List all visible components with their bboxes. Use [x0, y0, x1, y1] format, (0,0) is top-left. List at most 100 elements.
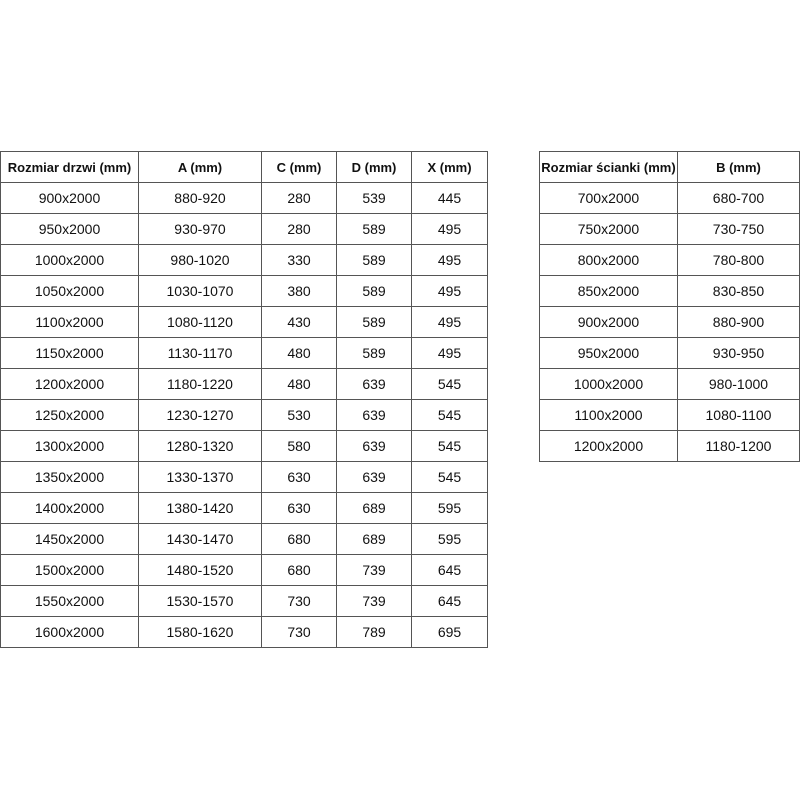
table-cell: 1300x2000: [0, 430, 139, 462]
table-cell: 639: [336, 461, 412, 493]
table-cell: 589: [336, 244, 412, 276]
table-cell: 589: [336, 213, 412, 245]
table-cell: 645: [411, 554, 488, 586]
table-row: 1600x2000 1580-1620 730 789 695: [0, 616, 488, 648]
table-cell: 1100x2000: [539, 399, 678, 431]
table-cell: 639: [336, 430, 412, 462]
table-cell: 695: [411, 616, 488, 648]
table-row: 1550x2000 1530-1570 730 739 645: [0, 585, 488, 617]
table-row: 700x2000 680-700: [539, 182, 800, 214]
table-cell: 830-850: [676, 275, 800, 307]
table-cell: 930-950: [676, 337, 800, 369]
table-cell: 880-900: [676, 306, 800, 338]
table-row: 1350x2000 1330-1370 630 639 545: [0, 461, 488, 493]
table-row: 1400x2000 1380-1420 630 689 595: [0, 492, 488, 524]
table-cell: 595: [411, 523, 488, 555]
table-cell: 1350x2000: [0, 461, 139, 493]
table-cell: 750x2000: [539, 213, 678, 245]
column-header: X (mm): [411, 151, 488, 183]
table-cell: 639: [336, 368, 412, 400]
table-cell: 545: [411, 430, 488, 462]
table-cell: 700x2000: [539, 182, 678, 214]
wall-size-table: Rozmiar ścianki (mm) B (mm) 700x2000 680-7…: [539, 151, 800, 462]
column-header: Rozmiar drzwi (mm): [0, 151, 139, 183]
table-cell: 330: [261, 244, 337, 276]
table-row: 1150x2000 1130-1170 480 589 495: [0, 337, 488, 369]
table-cell: 1430-1470: [138, 523, 262, 555]
table-cell: 880-920: [138, 182, 262, 214]
table-cell: 1130-1170: [138, 337, 262, 369]
table-cell: 850x2000: [539, 275, 678, 307]
table-cell: 480: [261, 368, 337, 400]
table-cell: 280: [261, 213, 337, 245]
table-cell: 689: [336, 523, 412, 555]
table-cell: 1080-1100: [676, 399, 800, 431]
column-header: C (mm): [261, 151, 337, 183]
table-cell: 589: [336, 306, 412, 338]
table-cell: 639: [336, 399, 412, 431]
table-row: 1500x2000 1480-1520 680 739 645: [0, 554, 488, 586]
table-cell: 739: [336, 554, 412, 586]
table-row: 900x2000 880-920 280 539 445: [0, 182, 488, 214]
table-cell: 545: [411, 461, 488, 493]
table-cell: 445: [411, 182, 488, 214]
table-cell: 1230-1270: [138, 399, 262, 431]
table-row: 950x2000 930-970 280 589 495: [0, 213, 488, 245]
table-cell: 680: [261, 554, 337, 586]
table-cell: 480: [261, 337, 337, 369]
table-cell: 589: [336, 337, 412, 369]
table-cell: 645: [411, 585, 488, 617]
column-header: Rozmiar ścianki (mm): [539, 151, 678, 183]
table-row: 900x2000 880-900: [539, 306, 800, 338]
table-cell: 950x2000: [539, 337, 678, 369]
table-cell: 689: [336, 492, 412, 524]
table-cell: 495: [411, 337, 488, 369]
table-header-row: Rozmiar drzwi (mm) A (mm) C (mm) D (mm) X (m…: [0, 151, 488, 183]
table-cell: 430: [261, 306, 337, 338]
table-row: 1000x2000 980-1000: [539, 368, 800, 400]
door-size-table: Rozmiar drzwi (mm) A (mm) C (mm) D (mm) X (m…: [0, 151, 488, 648]
table-cell: 1280-1320: [138, 430, 262, 462]
table-cell: 589: [336, 275, 412, 307]
table-cell: 900x2000: [539, 306, 678, 338]
table-cell: 900x2000: [0, 182, 139, 214]
table-cell: 539: [336, 182, 412, 214]
table-cell: 980-1000: [676, 368, 800, 400]
table-cell: 1380-1420: [138, 492, 262, 524]
table-cell: 1100x2000: [0, 306, 139, 338]
table-row: 850x2000 830-850: [539, 275, 800, 307]
table-cell: 545: [411, 399, 488, 431]
column-header: A (mm): [138, 151, 262, 183]
table-cell: 1180-1220: [138, 368, 262, 400]
table-cell: 1500x2000: [0, 554, 139, 586]
table-cell: 950x2000: [0, 213, 139, 245]
table-cell: 730-750: [676, 213, 800, 245]
table-cell: 1250x2000: [0, 399, 139, 431]
table-cell: 739: [336, 585, 412, 617]
table-cell: 1030-1070: [138, 275, 262, 307]
table-row: 1200x2000 1180-1200: [539, 430, 800, 462]
table-cell: 680: [261, 523, 337, 555]
table-row: 800x2000 780-800: [539, 244, 800, 276]
table-cell: 1580-1620: [138, 616, 262, 648]
table-cell: 1450x2000: [0, 523, 139, 555]
table-cell: 1000x2000: [0, 244, 139, 276]
table-cell: 630: [261, 492, 337, 524]
table-cell: 1400x2000: [0, 492, 139, 524]
table-row: 1250x2000 1230-1270 530 639 545: [0, 399, 488, 431]
table-cell: 280: [261, 182, 337, 214]
table-cell: 495: [411, 306, 488, 338]
table-cell: 730: [261, 585, 337, 617]
table-cell: 495: [411, 244, 488, 276]
table-cell: 930-970: [138, 213, 262, 245]
table-cell: 1530-1570: [138, 585, 262, 617]
table-cell: 1200x2000: [539, 430, 678, 462]
table-row: 950x2000 930-950: [539, 337, 800, 369]
table-row: 1100x2000 1080-1100: [539, 399, 800, 431]
table-row: 1050x2000 1030-1070 380 589 495: [0, 275, 488, 307]
table-cell: 1150x2000: [0, 337, 139, 369]
table-cell: 1330-1370: [138, 461, 262, 493]
table-row: 750x2000 730-750: [539, 213, 800, 245]
table-cell: 630: [261, 461, 337, 493]
table-cell: 495: [411, 275, 488, 307]
